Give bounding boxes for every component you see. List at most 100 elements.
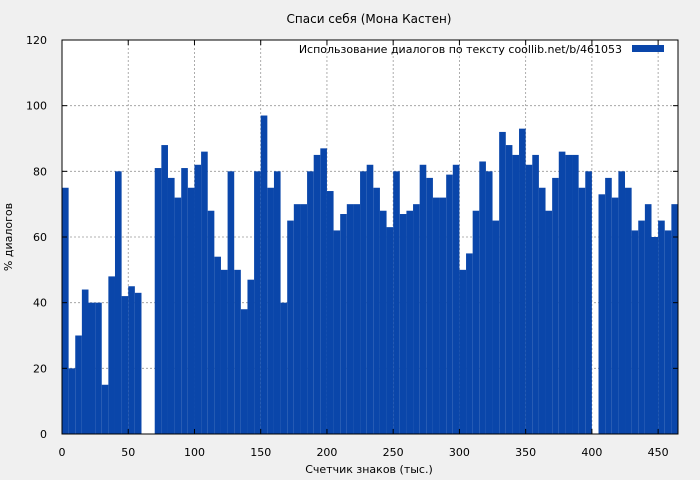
bar [611, 197, 619, 434]
bar [267, 187, 274, 434]
x-tick-label: 200 [316, 446, 337, 459]
bar [545, 210, 553, 434]
bar [399, 214, 407, 434]
bar [439, 197, 447, 434]
bar [167, 177, 175, 434]
bar [247, 279, 255, 434]
bar [373, 187, 380, 434]
bar [585, 171, 592, 435]
bar [479, 161, 486, 434]
y-tick-label: 120 [26, 34, 47, 47]
bar [552, 177, 559, 434]
bar [161, 145, 168, 435]
bar [240, 309, 248, 434]
y-tick-label: 80 [33, 165, 47, 178]
bar [326, 191, 334, 434]
y-tick-label: 40 [33, 297, 47, 310]
bar [525, 164, 533, 434]
x-tick-label: 150 [250, 446, 271, 459]
bar [432, 197, 440, 434]
y-tick-label: 100 [26, 100, 47, 113]
legend: Использование диалогов по тексту coollib… [299, 43, 664, 56]
bar [62, 187, 69, 434]
bar [254, 171, 261, 435]
bar [452, 164, 460, 434]
x-tick-label: 400 [581, 446, 602, 459]
bar [459, 269, 467, 434]
bar [101, 384, 109, 434]
bar [194, 164, 202, 434]
bar [386, 227, 394, 434]
bar [499, 131, 506, 434]
bar [644, 204, 652, 434]
bar [114, 171, 122, 435]
bar [519, 128, 526, 434]
bar [472, 210, 480, 434]
bar [393, 171, 400, 435]
y-tick-label: 60 [33, 231, 47, 244]
bar [181, 168, 188, 435]
bar [466, 253, 473, 434]
x-tick-label: 350 [515, 446, 536, 459]
bar [154, 168, 162, 435]
y-tick-label: 20 [33, 362, 47, 375]
bar [651, 237, 659, 434]
bar [280, 302, 288, 434]
bar-series [62, 115, 678, 435]
bar [201, 151, 208, 434]
legend-swatch [632, 45, 664, 52]
bar [625, 187, 632, 434]
bar [512, 154, 520, 434]
bar [353, 204, 361, 434]
bar [485, 171, 493, 435]
bar [207, 210, 215, 434]
bar [605, 177, 612, 434]
x-tick-label: 250 [383, 446, 404, 459]
bar [446, 174, 453, 434]
x-axis: 0 50 100 150 200 250 300 350 400 450 [59, 40, 669, 459]
bar [538, 187, 546, 434]
bar [187, 187, 195, 434]
bar [227, 171, 235, 435]
y-tick-label: 0 [40, 428, 47, 441]
y-axis-label: % диалогов [2, 203, 15, 271]
y-axis: 0 20 40 60 80 100 120 [26, 34, 678, 441]
bar [413, 204, 420, 434]
bar [532, 154, 539, 434]
x-tick-label: 50 [121, 446, 135, 459]
bar [121, 296, 129, 434]
bar [565, 154, 573, 434]
x-tick-label: 450 [648, 446, 669, 459]
x-axis-label: Счетчик знаков (тыс.) [305, 463, 433, 476]
bar [333, 230, 341, 434]
bar [638, 220, 645, 434]
bar [307, 171, 314, 435]
bar [134, 292, 142, 434]
bar [313, 154, 321, 434]
bar [273, 171, 281, 435]
x-tick-label: 100 [184, 446, 205, 459]
bar [598, 194, 606, 434]
bar [558, 151, 566, 434]
bar [379, 210, 387, 434]
chart-title: Спаси себя (Мона Кастен) [287, 12, 452, 26]
bar [95, 302, 102, 434]
bar [346, 204, 354, 434]
bar [320, 148, 327, 434]
bar [75, 335, 82, 434]
bar [300, 204, 308, 434]
bar [360, 171, 367, 435]
bar [406, 210, 414, 434]
bar [426, 177, 433, 434]
bar [174, 197, 182, 434]
bar [664, 230, 672, 434]
bar [260, 115, 268, 435]
bar [293, 204, 301, 434]
bar [340, 214, 347, 434]
bar [671, 204, 678, 434]
bar [578, 187, 586, 434]
bar [220, 269, 228, 434]
bar [81, 289, 89, 434]
bar [419, 164, 427, 434]
